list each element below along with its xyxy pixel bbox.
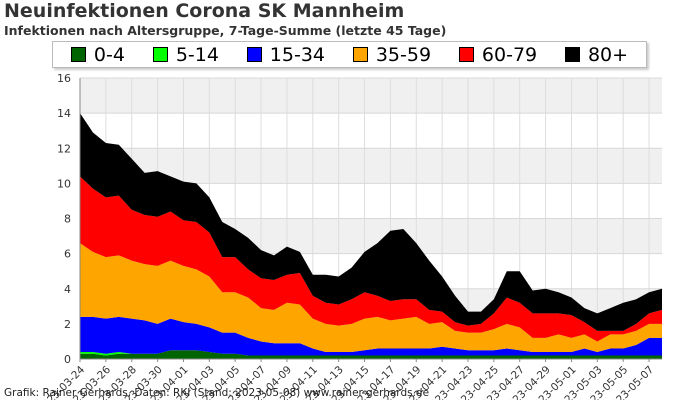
chart-subtitle: Infektionen nach Altersgruppe, 7-Tage-Su… <box>4 23 447 38</box>
chart-title: Neuinfektionen Corona SK Mannheim <box>4 0 405 22</box>
legend-item-5-14: 5-14 <box>152 43 219 66</box>
legend-item-80+: 80+ <box>564 43 629 66</box>
y-tick-label: 14 <box>57 107 71 120</box>
grid-band <box>80 78 662 114</box>
y-tick-label: 16 <box>57 72 71 85</box>
legend-label: 35-59 <box>375 43 432 66</box>
legend-swatch <box>458 47 474 62</box>
legend-item-60-79: 60-79 <box>458 43 538 66</box>
chart-footer: Grafik: Rainer Gerhards, Daten: RKI (Sta… <box>4 387 430 399</box>
legend-item-35-59: 35-59 <box>352 43 432 66</box>
y-tick-label: 6 <box>64 248 71 261</box>
area-series-60-79 <box>80 176 662 342</box>
legend-swatch <box>352 47 368 62</box>
y-tick-label: 0 <box>64 353 71 366</box>
grid-band <box>80 148 662 184</box>
legend-item-15-34: 15-34 <box>246 43 325 66</box>
legend-label: 80+ <box>587 43 629 66</box>
legend-swatch <box>246 47 262 62</box>
y-tick-label: 12 <box>57 142 71 155</box>
y-tick-label: 2 <box>64 318 71 331</box>
legend-swatch <box>564 47 580 62</box>
legend-swatch <box>70 47 86 62</box>
legend-label: 5-14 <box>175 43 219 66</box>
area-series-35-59 <box>80 243 662 352</box>
chart-legend: 0-4 5-14 15-34 35-59 60-79 80+ <box>52 41 647 68</box>
legend-swatch <box>152 47 168 62</box>
area-series-80+ <box>80 113 662 331</box>
y-tick-label: 8 <box>64 213 71 226</box>
area-series-0-4 <box>80 350 662 359</box>
legend-label: 15-34 <box>269 43 325 66</box>
y-tick-label: 4 <box>64 283 71 296</box>
y-tick-label: 10 <box>57 177 71 190</box>
legend-item-0-4: 0-4 <box>70 43 125 66</box>
area-series-15-34 <box>80 316 662 356</box>
grid-band <box>80 113 662 149</box>
legend-label: 0-4 <box>93 43 125 66</box>
legend-label: 60-79 <box>481 43 538 66</box>
